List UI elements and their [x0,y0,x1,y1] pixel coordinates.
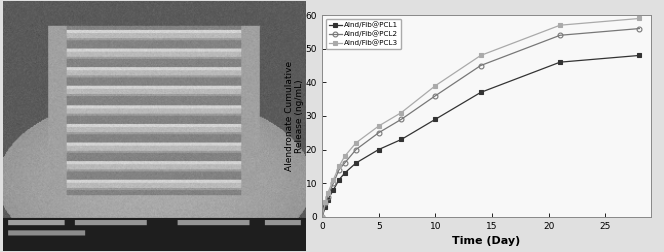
Alnd/Fib@PCL2 [321,202,329,205]
Alnd/Fib@PCL3 [324,192,332,195]
Alnd/Fib@PCL1 [397,138,405,141]
Alnd/Fib@PCL3 [556,24,564,27]
Alnd/Fib@PCL1 [432,118,440,121]
Alnd/Fib@PCL3 [341,155,349,158]
Alnd/Fib@PCL2 [635,27,643,30]
Alnd/Fib@PCL3 [477,54,485,57]
Alnd/Fib@PCL3 [321,200,329,203]
Alnd/Fib@PCL3 [397,111,405,114]
Alnd/Fib@PCL2 [374,131,382,134]
Alnd/Fib@PCL1 [374,148,382,151]
Line: Alnd/Fib@PCL1: Alnd/Fib@PCL1 [319,53,642,219]
Alnd/Fib@PCL1 [477,91,485,94]
Alnd/Fib@PCL2 [397,118,405,121]
Alnd/Fib@PCL3 [329,178,337,181]
Alnd/Fib@PCL1 [335,178,343,181]
Alnd/Fib@PCL1 [318,215,326,218]
Legend: Alnd/Fib@PCL1, Alnd/Fib@PCL2, Alnd/Fib@PCL3: Alnd/Fib@PCL1, Alnd/Fib@PCL2, Alnd/Fib@P… [325,19,402,49]
Alnd/Fib@PCL3 [335,165,343,168]
Alnd/Fib@PCL3 [635,17,643,20]
Line: Alnd/Fib@PCL3: Alnd/Fib@PCL3 [319,16,642,219]
Alnd/Fib@PCL2 [318,215,326,218]
Alnd/Fib@PCL2 [352,148,360,151]
Alnd/Fib@PCL1 [321,205,329,208]
Alnd/Fib@PCL2 [432,94,440,97]
Alnd/Fib@PCL3 [318,215,326,218]
Alnd/Fib@PCL1 [324,198,332,201]
X-axis label: Time (Day): Time (Day) [452,236,521,246]
Alnd/Fib@PCL2 [335,168,343,171]
Alnd/Fib@PCL3 [374,124,382,128]
Alnd/Fib@PCL1 [556,61,564,64]
Alnd/Fib@PCL2 [329,182,337,185]
Alnd/Fib@PCL2 [477,64,485,67]
Alnd/Fib@PCL2 [341,162,349,165]
Alnd/Fib@PCL3 [352,141,360,144]
Alnd/Fib@PCL2 [556,34,564,37]
Y-axis label: Alendronate Cumulative
Release (ng/mL): Alendronate Cumulative Release (ng/mL) [285,61,304,171]
Line: Alnd/Fib@PCL2: Alnd/Fib@PCL2 [319,26,642,219]
Alnd/Fib@PCL1 [352,162,360,165]
Alnd/Fib@PCL3 [432,84,440,87]
Alnd/Fib@PCL1 [341,172,349,175]
Alnd/Fib@PCL2 [324,195,332,198]
Alnd/Fib@PCL1 [635,54,643,57]
Alnd/Fib@PCL1 [329,188,337,191]
